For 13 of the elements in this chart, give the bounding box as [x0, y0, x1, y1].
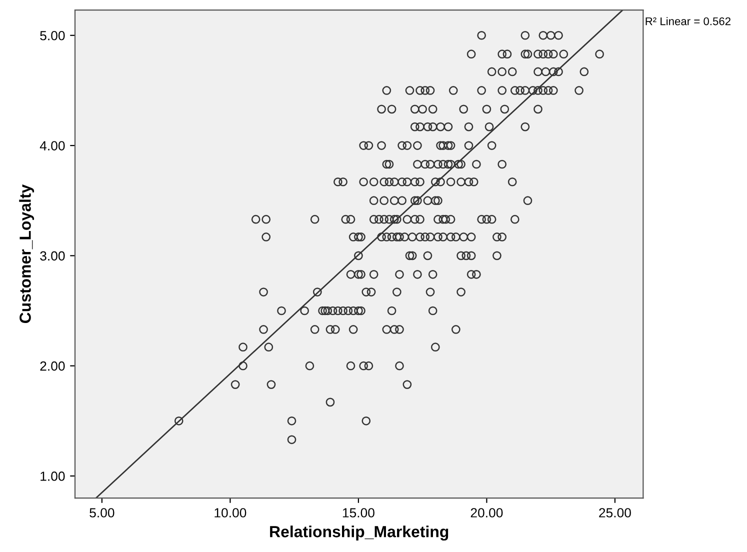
x-tick-label: 5.00: [90, 508, 114, 518]
y-tick-label: 2.00: [40, 361, 65, 371]
text: R² Linear = 0.562: [646, 17, 730, 26]
x-axis-title: Relationship_Marketing: [270, 526, 448, 541]
y-tick-label: 3.00: [40, 251, 65, 261]
y-axis-title: Customer_Loyalty: [19, 184, 34, 324]
y-tick-label: 4.00: [40, 141, 65, 150]
x-tick-label: 15.00: [342, 508, 374, 518]
x-tick-label: 20.00: [470, 508, 503, 518]
x-tick-label: 25.00: [599, 508, 631, 518]
y-tick-label: 5.00: [40, 30, 65, 40]
y-tick-label: 1.00: [40, 472, 65, 481]
x-tick-label: 10.00: [214, 508, 246, 518]
